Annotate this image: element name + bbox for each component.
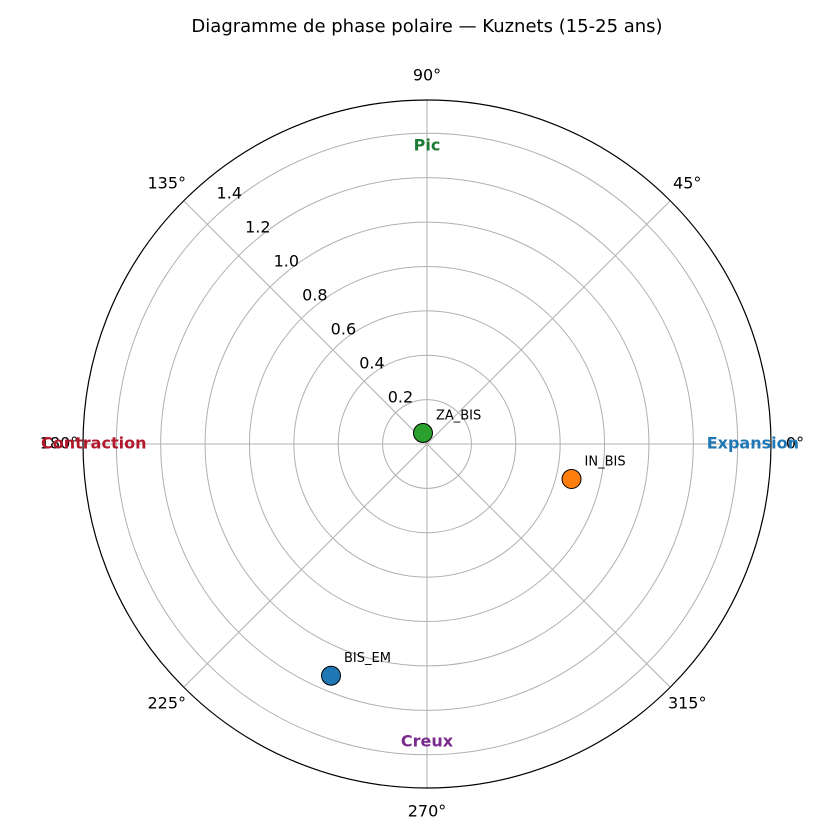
phase-label: Expansion: [707, 434, 799, 453]
r-tick-label: 0.8: [302, 285, 327, 304]
r-tick-label: 1.2: [245, 217, 270, 236]
chart-title: Diagramme de phase polaire — Kuznets (15…: [191, 16, 662, 37]
polar-frame: [82, 99, 772, 789]
r-tick-label: 1.4: [217, 183, 242, 202]
grid-spoke: [426, 200, 671, 445]
grid-spoke: [426, 443, 671, 688]
r-tick-label: 0.6: [331, 319, 356, 338]
point: [561, 468, 582, 489]
phase-label: Contraction: [41, 434, 146, 453]
grid-spoke: [183, 200, 428, 445]
theta-tick-label: 90°: [413, 66, 441, 85]
point: [321, 665, 342, 686]
grid-spoke: [183, 443, 428, 688]
r-tick-label: 1.0: [274, 251, 299, 270]
theta-tick-label: 270°: [408, 802, 447, 821]
theta-tick-label: 180°: [40, 434, 79, 453]
point-label: ZA_BIS: [436, 408, 481, 423]
theta-tick-label: 45°: [673, 173, 701, 192]
theta-tick-label: 135°: [148, 173, 187, 192]
phase-label: Pic: [414, 136, 441, 155]
point-label: IN_BIS: [585, 454, 626, 469]
r-tick-label: 0.4: [359, 353, 384, 372]
phase-label: Creux: [401, 732, 454, 751]
r-tick-label: 0.2: [388, 387, 413, 406]
point-label: BIS_EM: [344, 651, 391, 666]
point: [412, 422, 433, 443]
theta-tick-label: 0°: [786, 434, 804, 453]
theta-tick-label: 225°: [148, 694, 187, 713]
theta-tick-label: 315°: [668, 694, 707, 713]
